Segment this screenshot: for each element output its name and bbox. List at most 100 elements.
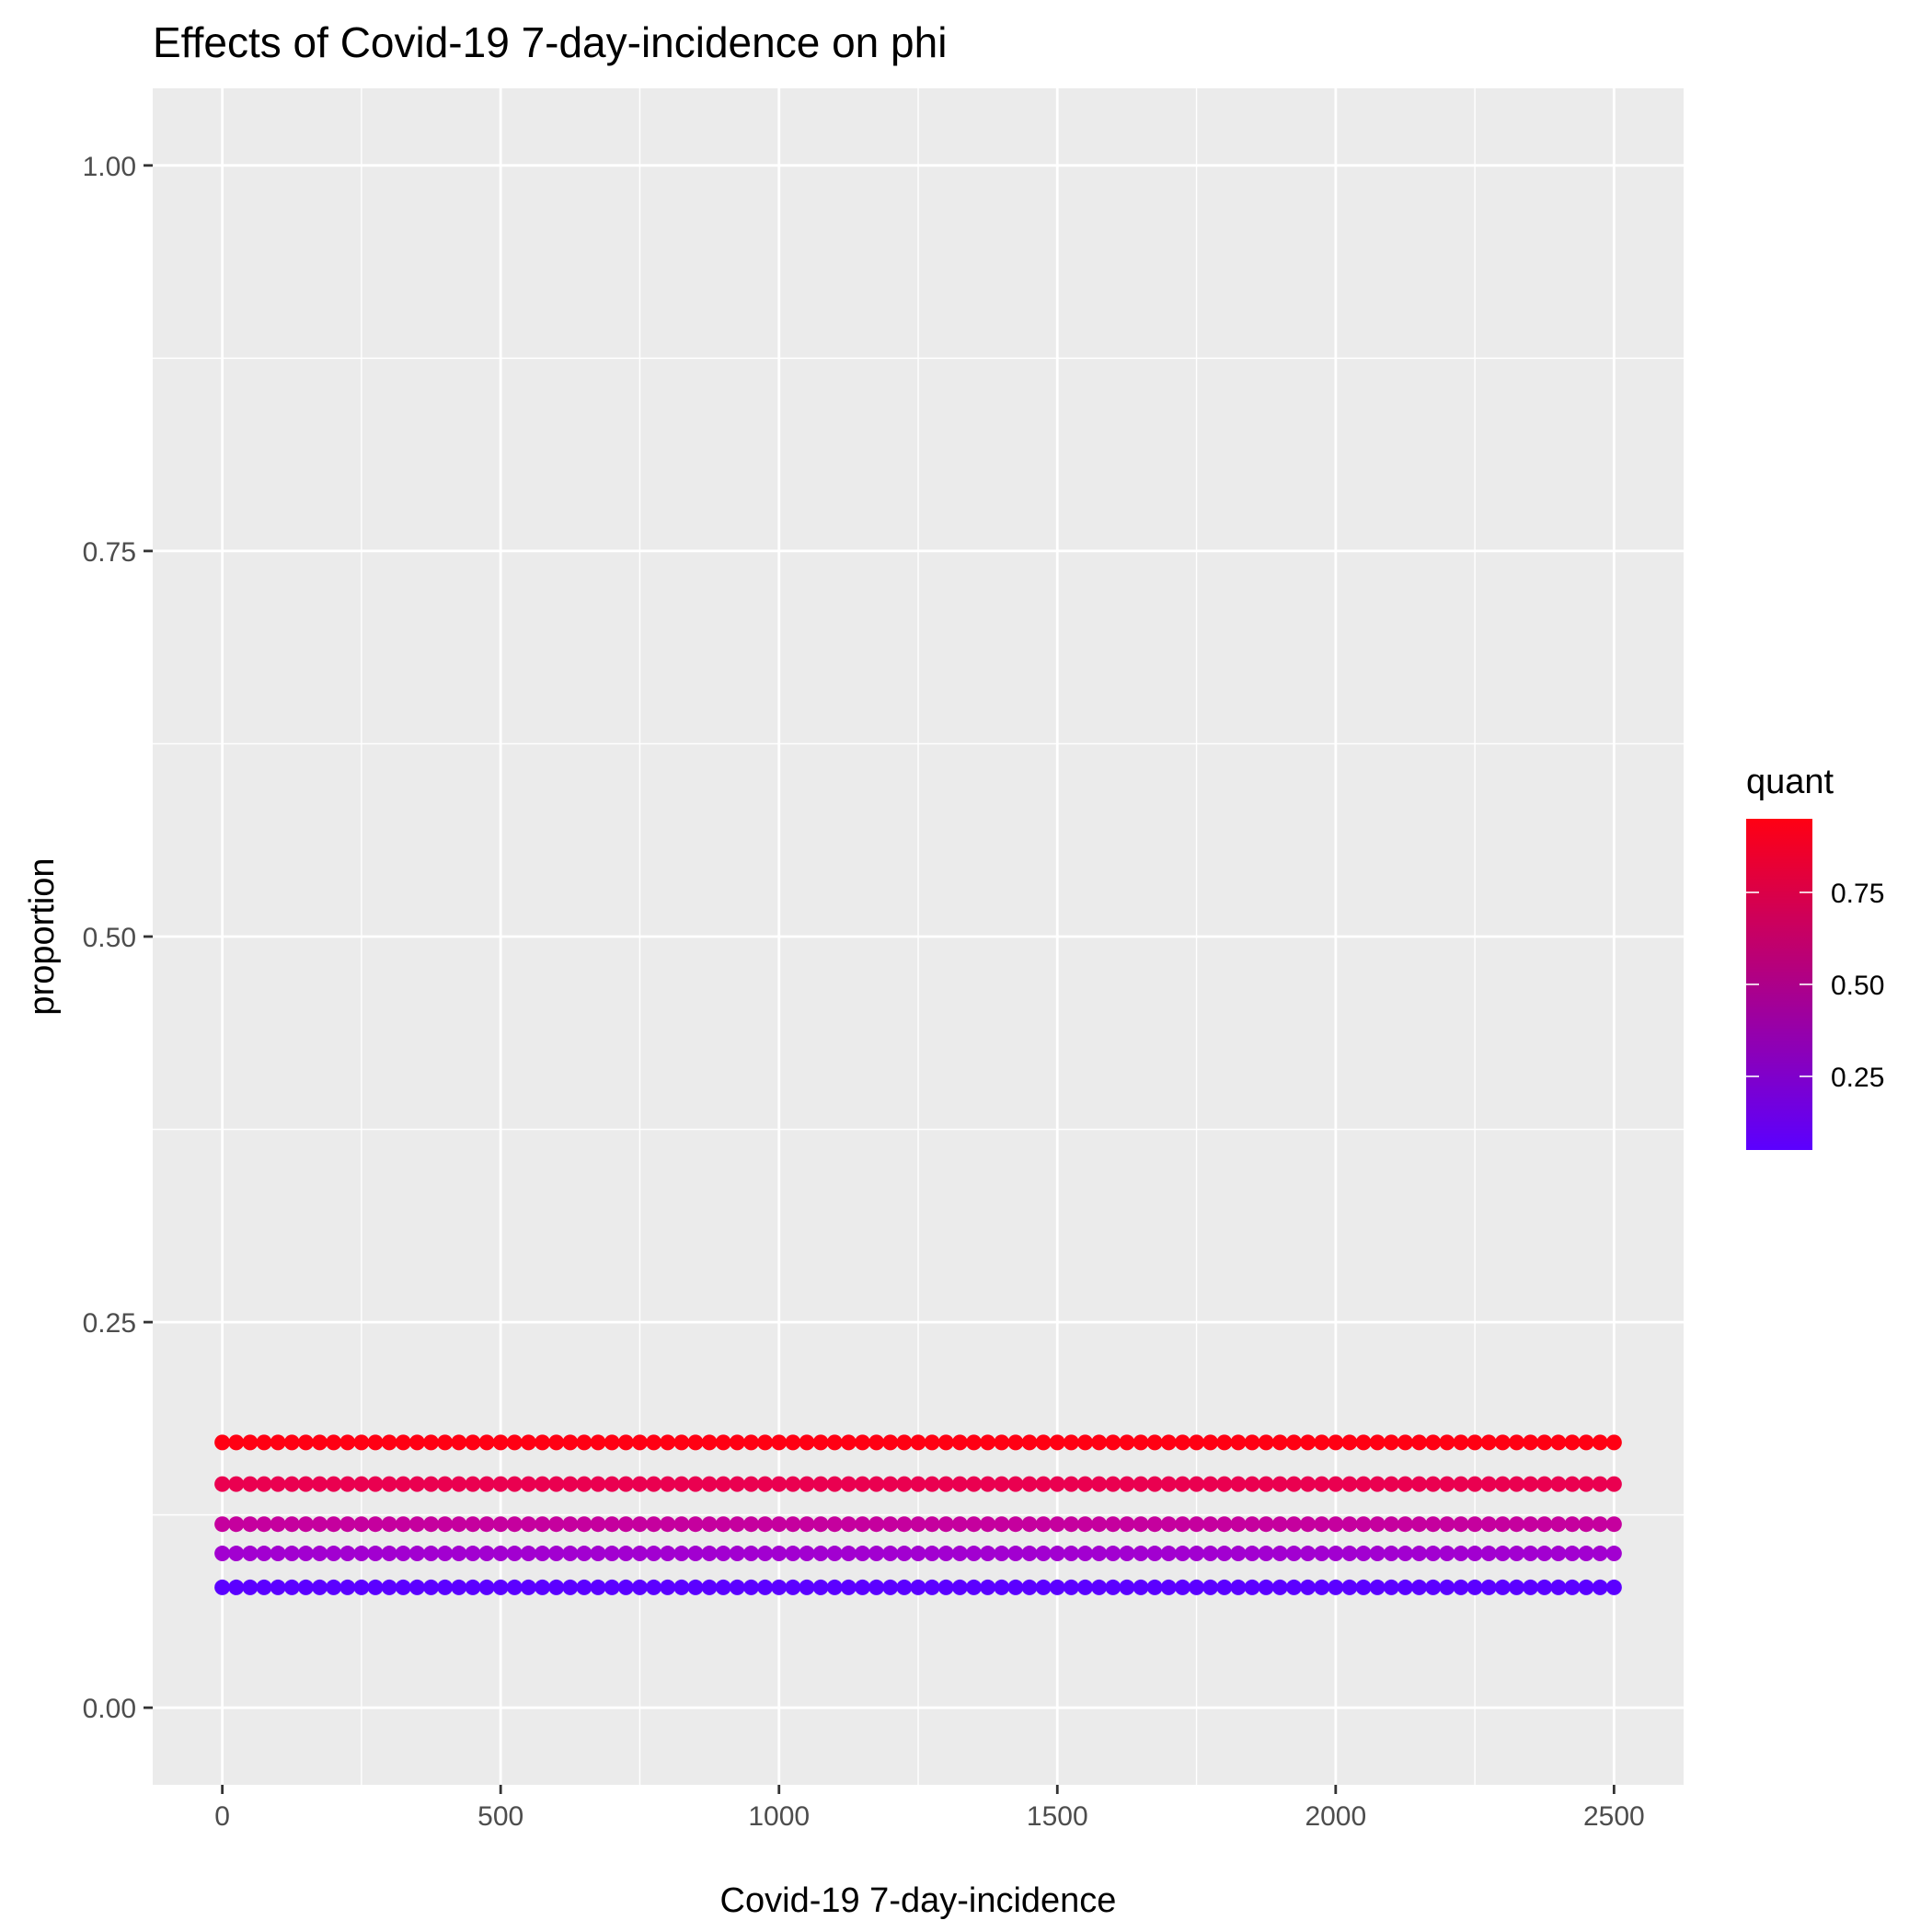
data-point [631, 1516, 648, 1533]
data-point [1244, 1579, 1260, 1595]
data-point [326, 1476, 342, 1492]
data-point [576, 1546, 592, 1562]
data-point [1091, 1579, 1108, 1595]
data-point [506, 1516, 523, 1533]
data-point [326, 1516, 342, 1533]
data-point [1271, 1579, 1288, 1595]
data-point [1564, 1516, 1581, 1533]
data-point [451, 1546, 467, 1562]
y-tick-label: 0.00 [83, 1694, 136, 1724]
data-point [1105, 1434, 1121, 1451]
data-point [660, 1434, 676, 1451]
data-point [854, 1579, 870, 1595]
data-point [1550, 1434, 1567, 1451]
data-point [1216, 1579, 1233, 1595]
data-point [1314, 1516, 1330, 1533]
data-point [312, 1516, 328, 1533]
data-point [297, 1476, 314, 1492]
data-point [408, 1546, 425, 1562]
data-point [1453, 1579, 1469, 1595]
data-point [966, 1434, 983, 1451]
data-point [465, 1546, 481, 1562]
data-point [1202, 1546, 1219, 1562]
data-point [799, 1516, 815, 1533]
data-point [1550, 1546, 1567, 1562]
data-point [548, 1579, 565, 1595]
data-point [1578, 1476, 1594, 1492]
data-point [1063, 1546, 1079, 1562]
data-point [673, 1476, 690, 1492]
data-point [423, 1476, 440, 1492]
data-point [1523, 1546, 1539, 1562]
data-point [1230, 1516, 1247, 1533]
data-point [1244, 1546, 1260, 1562]
data-point [1397, 1546, 1413, 1562]
data-point [799, 1476, 815, 1492]
data-point [799, 1546, 815, 1562]
data-point [228, 1579, 245, 1595]
data-point [339, 1546, 356, 1562]
data-point [631, 1579, 648, 1595]
data-point [826, 1434, 843, 1451]
data-point [1341, 1516, 1358, 1533]
data-point [214, 1516, 231, 1533]
data-point [617, 1476, 634, 1492]
data-point [951, 1546, 968, 1562]
data-point [1021, 1434, 1038, 1451]
data-point [1244, 1476, 1260, 1492]
data-point [966, 1516, 983, 1533]
data-point [576, 1434, 592, 1451]
data-point [1174, 1546, 1190, 1562]
data-point [646, 1579, 662, 1595]
data-point [812, 1516, 829, 1533]
data-point [980, 1546, 996, 1562]
data-point [1341, 1546, 1358, 1562]
data-point [1592, 1516, 1608, 1533]
data-point [1049, 1546, 1065, 1562]
y-tick-label: 0.25 [83, 1308, 136, 1339]
data-point [1063, 1476, 1079, 1492]
data-point [548, 1476, 565, 1492]
data-point [812, 1476, 829, 1492]
series-quant-0.75 [214, 1476, 1622, 1492]
data-point [646, 1516, 662, 1533]
x-tick-label: 0 [214, 1801, 230, 1832]
data-point [1285, 1516, 1302, 1533]
series-quant-0.5 [214, 1516, 1622, 1533]
y-tick-label: 0.75 [83, 537, 136, 568]
data-point [242, 1546, 259, 1562]
data-point [228, 1476, 245, 1492]
data-point [326, 1579, 342, 1595]
data-point [1258, 1476, 1274, 1492]
data-point [1049, 1434, 1065, 1451]
x-axis-label: Covid-19 7-day-incidence [720, 1881, 1117, 1920]
data-point [562, 1516, 579, 1533]
data-point [1007, 1546, 1024, 1562]
data-point [1564, 1546, 1581, 1562]
data-point [1369, 1434, 1386, 1451]
data-point [1300, 1516, 1317, 1533]
data-point [799, 1579, 815, 1595]
data-point [1146, 1579, 1163, 1595]
x-tick-label: 500 [477, 1801, 523, 1832]
data-point [492, 1546, 509, 1562]
data-point [687, 1579, 704, 1595]
data-point [270, 1579, 286, 1595]
data-point [1314, 1579, 1330, 1595]
data-point [910, 1516, 926, 1533]
data-point [646, 1546, 662, 1562]
data-point [423, 1434, 440, 1451]
data-point [715, 1546, 731, 1562]
data-point [826, 1516, 843, 1533]
data-point [910, 1476, 926, 1492]
data-point [1035, 1579, 1052, 1595]
data-point [785, 1579, 801, 1595]
data-point [729, 1546, 745, 1562]
data-point [951, 1476, 968, 1492]
data-point [1035, 1516, 1052, 1533]
data-point [1355, 1546, 1372, 1562]
data-point [1536, 1579, 1553, 1595]
data-point [771, 1516, 788, 1533]
data-point [1523, 1476, 1539, 1492]
data-point [1605, 1476, 1622, 1492]
